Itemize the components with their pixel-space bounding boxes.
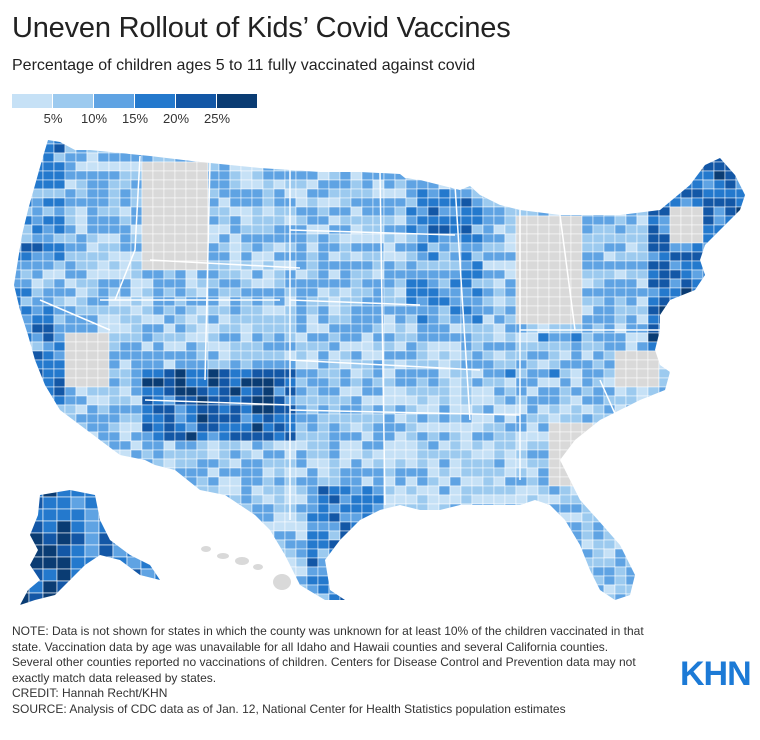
legend-swatch-1 xyxy=(12,94,52,108)
source-text: SOURCE: Analysis of CDC data as of Jan. … xyxy=(12,701,566,716)
contiguous-us xyxy=(13,139,746,601)
legend-label-25: 25% xyxy=(203,111,231,126)
legend-label-10: 10% xyxy=(80,111,108,126)
legend-swatch-5 xyxy=(176,94,216,108)
legend-label-20: 20% xyxy=(162,111,190,126)
khn-logo: KHN xyxy=(680,655,752,693)
alaska xyxy=(20,490,160,605)
us-county-map xyxy=(13,139,746,605)
chart-subtitle: Percentage of children ages 5 to 11 full… xyxy=(12,57,476,74)
chart-title: Uneven Rollout of Kids’ Covid Vaccines xyxy=(12,12,511,44)
county-cells xyxy=(14,140,745,600)
legend-swatch-2 xyxy=(53,94,93,108)
hawaii xyxy=(201,546,291,590)
legend-swatch-4 xyxy=(135,94,175,108)
state-borders xyxy=(39,155,660,520)
legend-swatch-6 xyxy=(217,94,257,108)
legend-swatch-3 xyxy=(94,94,134,108)
legend-label-15: 15% xyxy=(121,111,149,126)
legend-labels: 5% 10% 15% 20% 25% xyxy=(12,111,258,129)
color-legend: 5% 10% 15% 20% 25% xyxy=(12,94,258,129)
note-text: NOTE: Data is not shown for states in wh… xyxy=(12,624,644,685)
legend-label-5: 5% xyxy=(43,111,63,126)
legend-bar xyxy=(12,94,258,108)
notes-block: NOTE: Data is not shown for states in wh… xyxy=(12,624,652,718)
credit-text: CREDIT: Hannah Recht/KHN xyxy=(12,686,168,701)
